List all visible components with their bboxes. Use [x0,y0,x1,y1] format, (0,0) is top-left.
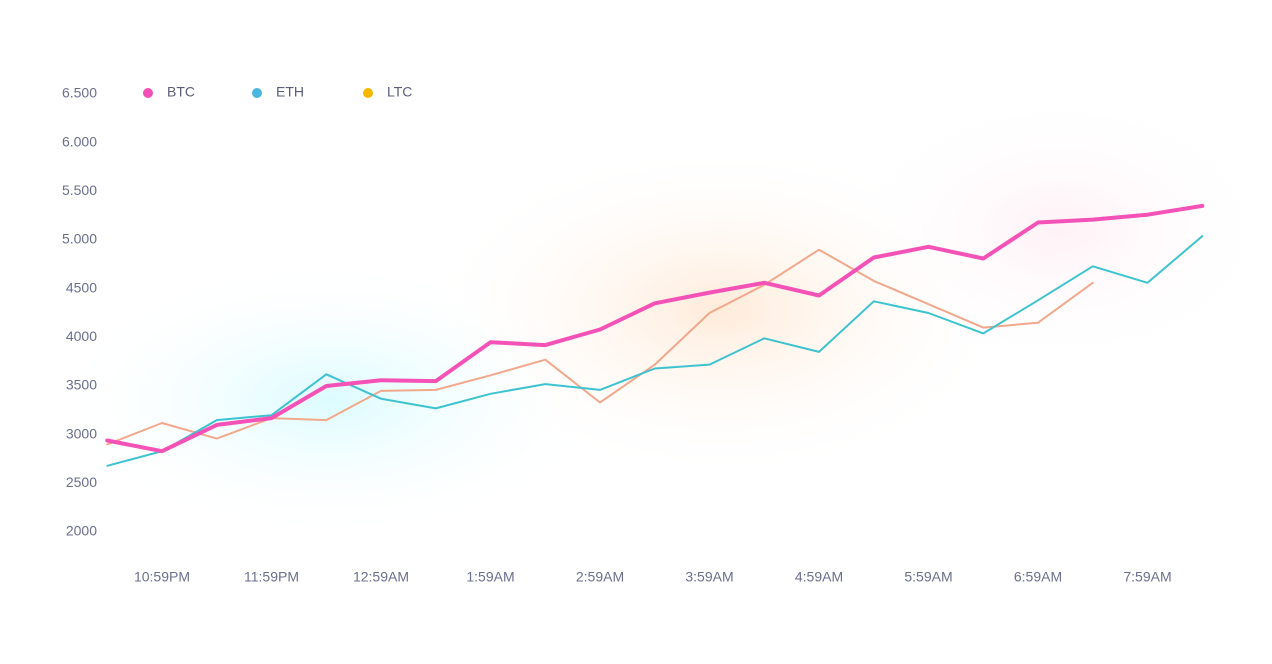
glow [840,90,1272,370]
y-tick-label: 6.500 [62,85,97,101]
x-tick-label: 1:59AM [466,569,514,585]
legend-label: LTC [387,84,412,100]
x-tick-label: 2:59AM [576,569,624,585]
y-tick-label: 6.000 [62,133,97,149]
y-tick-label: 5.500 [62,182,97,198]
y-tick-label: 3000 [66,425,97,441]
legend-marker [252,88,262,98]
x-tick-label: 4:59AM [795,569,843,585]
plot: 2000 2500 3000 3500 4000 4500 5.000 5.500 6.000 6… [62,84,1205,585]
series-line [106,235,1204,467]
y-tick-label: 5.000 [62,231,97,247]
legend-marker [143,88,153,98]
x-tick-label: 10:59PM [134,569,190,585]
series-line [105,203,1205,454]
y-tick-label: 3500 [66,377,97,393]
x-tick-label: 12:59AM [353,569,409,585]
y-tick-label: 2500 [66,474,97,490]
legend-marker [363,88,373,98]
legend-label: ETH [276,84,304,100]
x-tick-label: 6:59AM [1014,569,1062,585]
legend-label: BTC [167,84,195,100]
x-tick-label: 11:59PM [244,569,299,585]
x-tick-label: 3:59AM [685,569,733,585]
x-tick-label: 7:59AM [1123,569,1171,585]
y-tick-label: 4500 [66,279,97,295]
y-tick-label: 2000 [66,523,97,539]
y-tick-label: 4000 [66,328,97,344]
x-tick-label: 5:59AM [904,569,952,585]
